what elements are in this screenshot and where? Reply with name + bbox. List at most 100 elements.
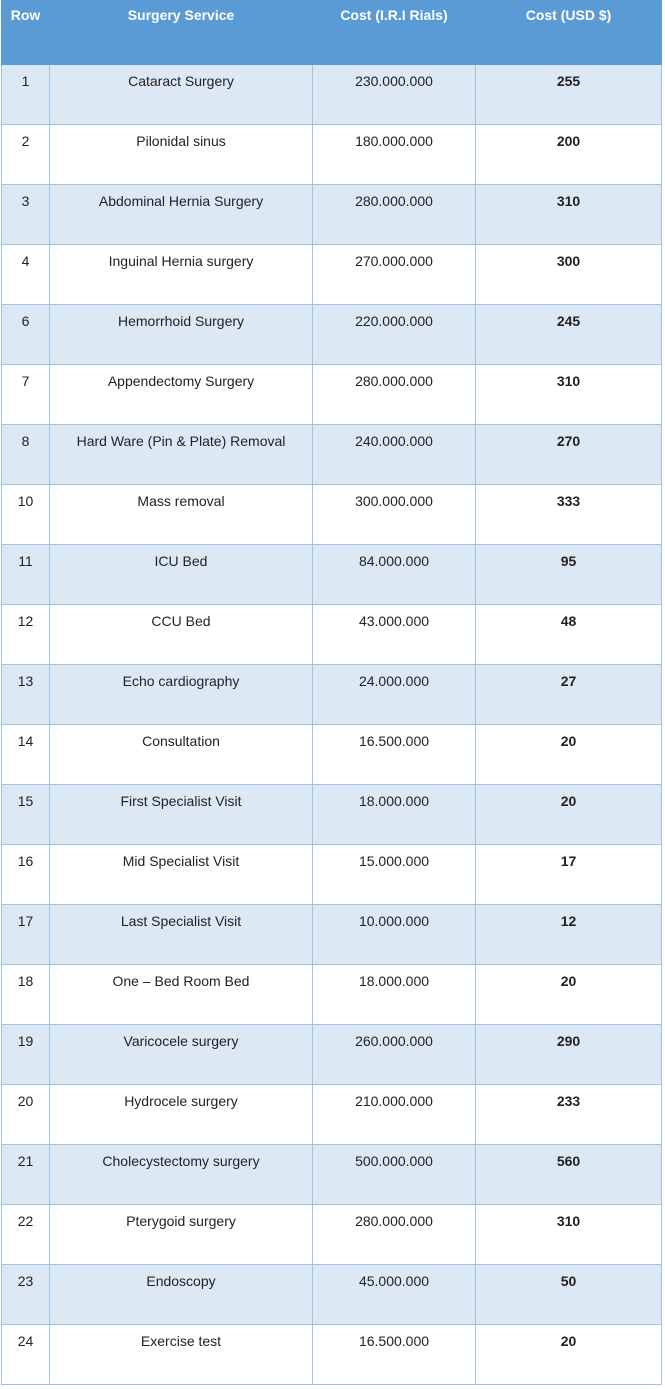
table-row: 20 Hydrocele surgery 210.000.000 233 (1, 1084, 662, 1145)
row-number: 4 (1, 244, 50, 305)
service-name: Endoscopy (49, 1264, 313, 1325)
service-name: CCU Bed (49, 604, 313, 665)
service-name: Cataract Surgery (49, 64, 313, 125)
row-number: 18 (1, 964, 50, 1025)
cost-rials: 210.000.000 (312, 1084, 476, 1145)
cost-rials: 270.000.000 (312, 244, 476, 305)
cost-rials: 280.000.000 (312, 1204, 476, 1265)
cost-usd: 310 (475, 184, 662, 245)
cost-usd: 333 (475, 484, 662, 545)
service-name: Cholecystectomy surgery (49, 1144, 313, 1205)
service-name: Echo cardiography (49, 664, 313, 725)
row-number: 17 (1, 904, 50, 965)
row-number: 22 (1, 1204, 50, 1265)
row-number: 11 (1, 544, 50, 605)
table-row: 8 Hard Ware (Pin & Plate) Removal 240.000.… (1, 424, 662, 485)
table-row: 19 Varicocele surgery 260.000.000 290 (1, 1024, 662, 1085)
cost-usd: 560 (475, 1144, 662, 1205)
service-name: Hemorrhoid Surgery (49, 304, 313, 365)
service-name: Pilonidal sinus (49, 124, 313, 185)
cost-rials: 230.000.000 (312, 64, 476, 125)
cost-usd: 255 (475, 64, 662, 125)
row-number: 21 (1, 1144, 50, 1205)
cost-rials: 260.000.000 (312, 1024, 476, 1085)
row-number: 20 (1, 1084, 50, 1145)
service-name: Varicocele surgery (49, 1024, 313, 1085)
cost-rials: 280.000.000 (312, 184, 476, 245)
cost-usd: 270 (475, 424, 662, 485)
cost-rials: 180.000.000 (312, 124, 476, 185)
table-row: 2 Pilonidal sinus 180.000.000 200 (1, 124, 662, 185)
table-row: 13 Echo cardiography 24.000.000 27 (1, 664, 662, 725)
service-name: Pterygoid surgery (49, 1204, 313, 1265)
row-number: 16 (1, 844, 50, 905)
cost-usd: 310 (475, 364, 662, 425)
service-name: Appendectomy Surgery (49, 364, 313, 425)
cost-rials: 300.000.000 (312, 484, 476, 545)
service-name: Consultation (49, 724, 313, 785)
cost-usd: 310 (475, 1204, 662, 1265)
cost-rials: 500.000.000 (312, 1144, 476, 1205)
header-cell: Row (1, 0, 50, 65)
service-name: Mid Specialist Visit (49, 844, 313, 905)
cost-usd: 233 (475, 1084, 662, 1145)
table-row: 23 Endoscopy 45.000.000 50 (1, 1264, 662, 1325)
service-name: Exercise test (49, 1324, 313, 1385)
table-row: 4 Inguinal Hernia surgery 270.000.000 300 (1, 244, 662, 305)
cost-usd: 20 (475, 964, 662, 1025)
row-number: 23 (1, 1264, 50, 1325)
cost-rials: 45.000.000 (312, 1264, 476, 1325)
cost-usd: 17 (475, 844, 662, 905)
cost-rials: 84.000.000 (312, 544, 476, 605)
row-number: 2 (1, 124, 50, 185)
cost-rials: 18.000.000 (312, 964, 476, 1025)
header-cell: Cost (I.R.I Rials) (312, 0, 476, 65)
table-row: 18 One – Bed Room Bed 18.000.000 20 (1, 964, 662, 1025)
cost-usd: 50 (475, 1264, 662, 1325)
table-row: 10 Mass removal 300.000.000 333 (1, 484, 662, 545)
cost-rials: 16.500.000 (312, 1324, 476, 1385)
row-number: 19 (1, 1024, 50, 1085)
cost-usd: 290 (475, 1024, 662, 1085)
header-row: Row Surgery Service Cost (I.R.I Rials) Cost… (1, 0, 662, 65)
table-row: 16 Mid Specialist Visit 15.000.000 17 (1, 844, 662, 905)
cost-rials: 16.500.000 (312, 724, 476, 785)
table-row: 22 Pterygoid surgery 280.000.000 310 (1, 1204, 662, 1265)
table-row: 17 Last Specialist Visit 10.000.000 12 (1, 904, 662, 965)
table-row: 15 First Specialist Visit 18.000.000 20 (1, 784, 662, 845)
service-name: Hard Ware (Pin & Plate) Removal (49, 424, 313, 485)
service-name: Abdominal Hernia Surgery (49, 184, 313, 245)
cost-rials: 220.000.000 (312, 304, 476, 365)
cost-usd: 95 (475, 544, 662, 605)
row-number: 1 (1, 64, 50, 125)
table-row: 12 CCU Bed 43.000.000 48 (1, 604, 662, 665)
cost-rials: 280.000.000 (312, 364, 476, 425)
service-name: ICU Bed (49, 544, 313, 605)
service-name: Hydrocele surgery (49, 1084, 313, 1145)
table-row: 1 Cataract Surgery 230.000.000 255 (1, 64, 662, 125)
service-name: Inguinal Hernia surgery (49, 244, 313, 305)
cost-usd: 300 (475, 244, 662, 305)
service-name: Last Specialist Visit (49, 904, 313, 965)
row-number: 14 (1, 724, 50, 785)
cost-usd: 20 (475, 784, 662, 845)
service-name: First Specialist Visit (49, 784, 313, 845)
cost-rials: 24.000.000 (312, 664, 476, 725)
table-row: 6 Hemorrhoid Surgery 220.000.000 245 (1, 304, 662, 365)
row-number: 12 (1, 604, 50, 665)
cost-usd: 20 (475, 724, 662, 785)
table-row: 14 Consultation 16.500.000 20 (1, 724, 662, 785)
cost-rials: 240.000.000 (312, 424, 476, 485)
cost-usd: 245 (475, 304, 662, 365)
row-number: 13 (1, 664, 50, 725)
header-cell: Surgery Service (49, 0, 313, 65)
cost-usd: 48 (475, 604, 662, 665)
row-number: 10 (1, 484, 50, 545)
table-row: 11 ICU Bed 84.000.000 95 (1, 544, 662, 605)
cost-usd: 20 (475, 1324, 662, 1385)
cost-rials: 18.000.000 (312, 784, 476, 845)
table-header: Row Surgery Service Cost (I.R.I Rials) Cost… (1, 0, 662, 65)
row-number: 24 (1, 1324, 50, 1385)
